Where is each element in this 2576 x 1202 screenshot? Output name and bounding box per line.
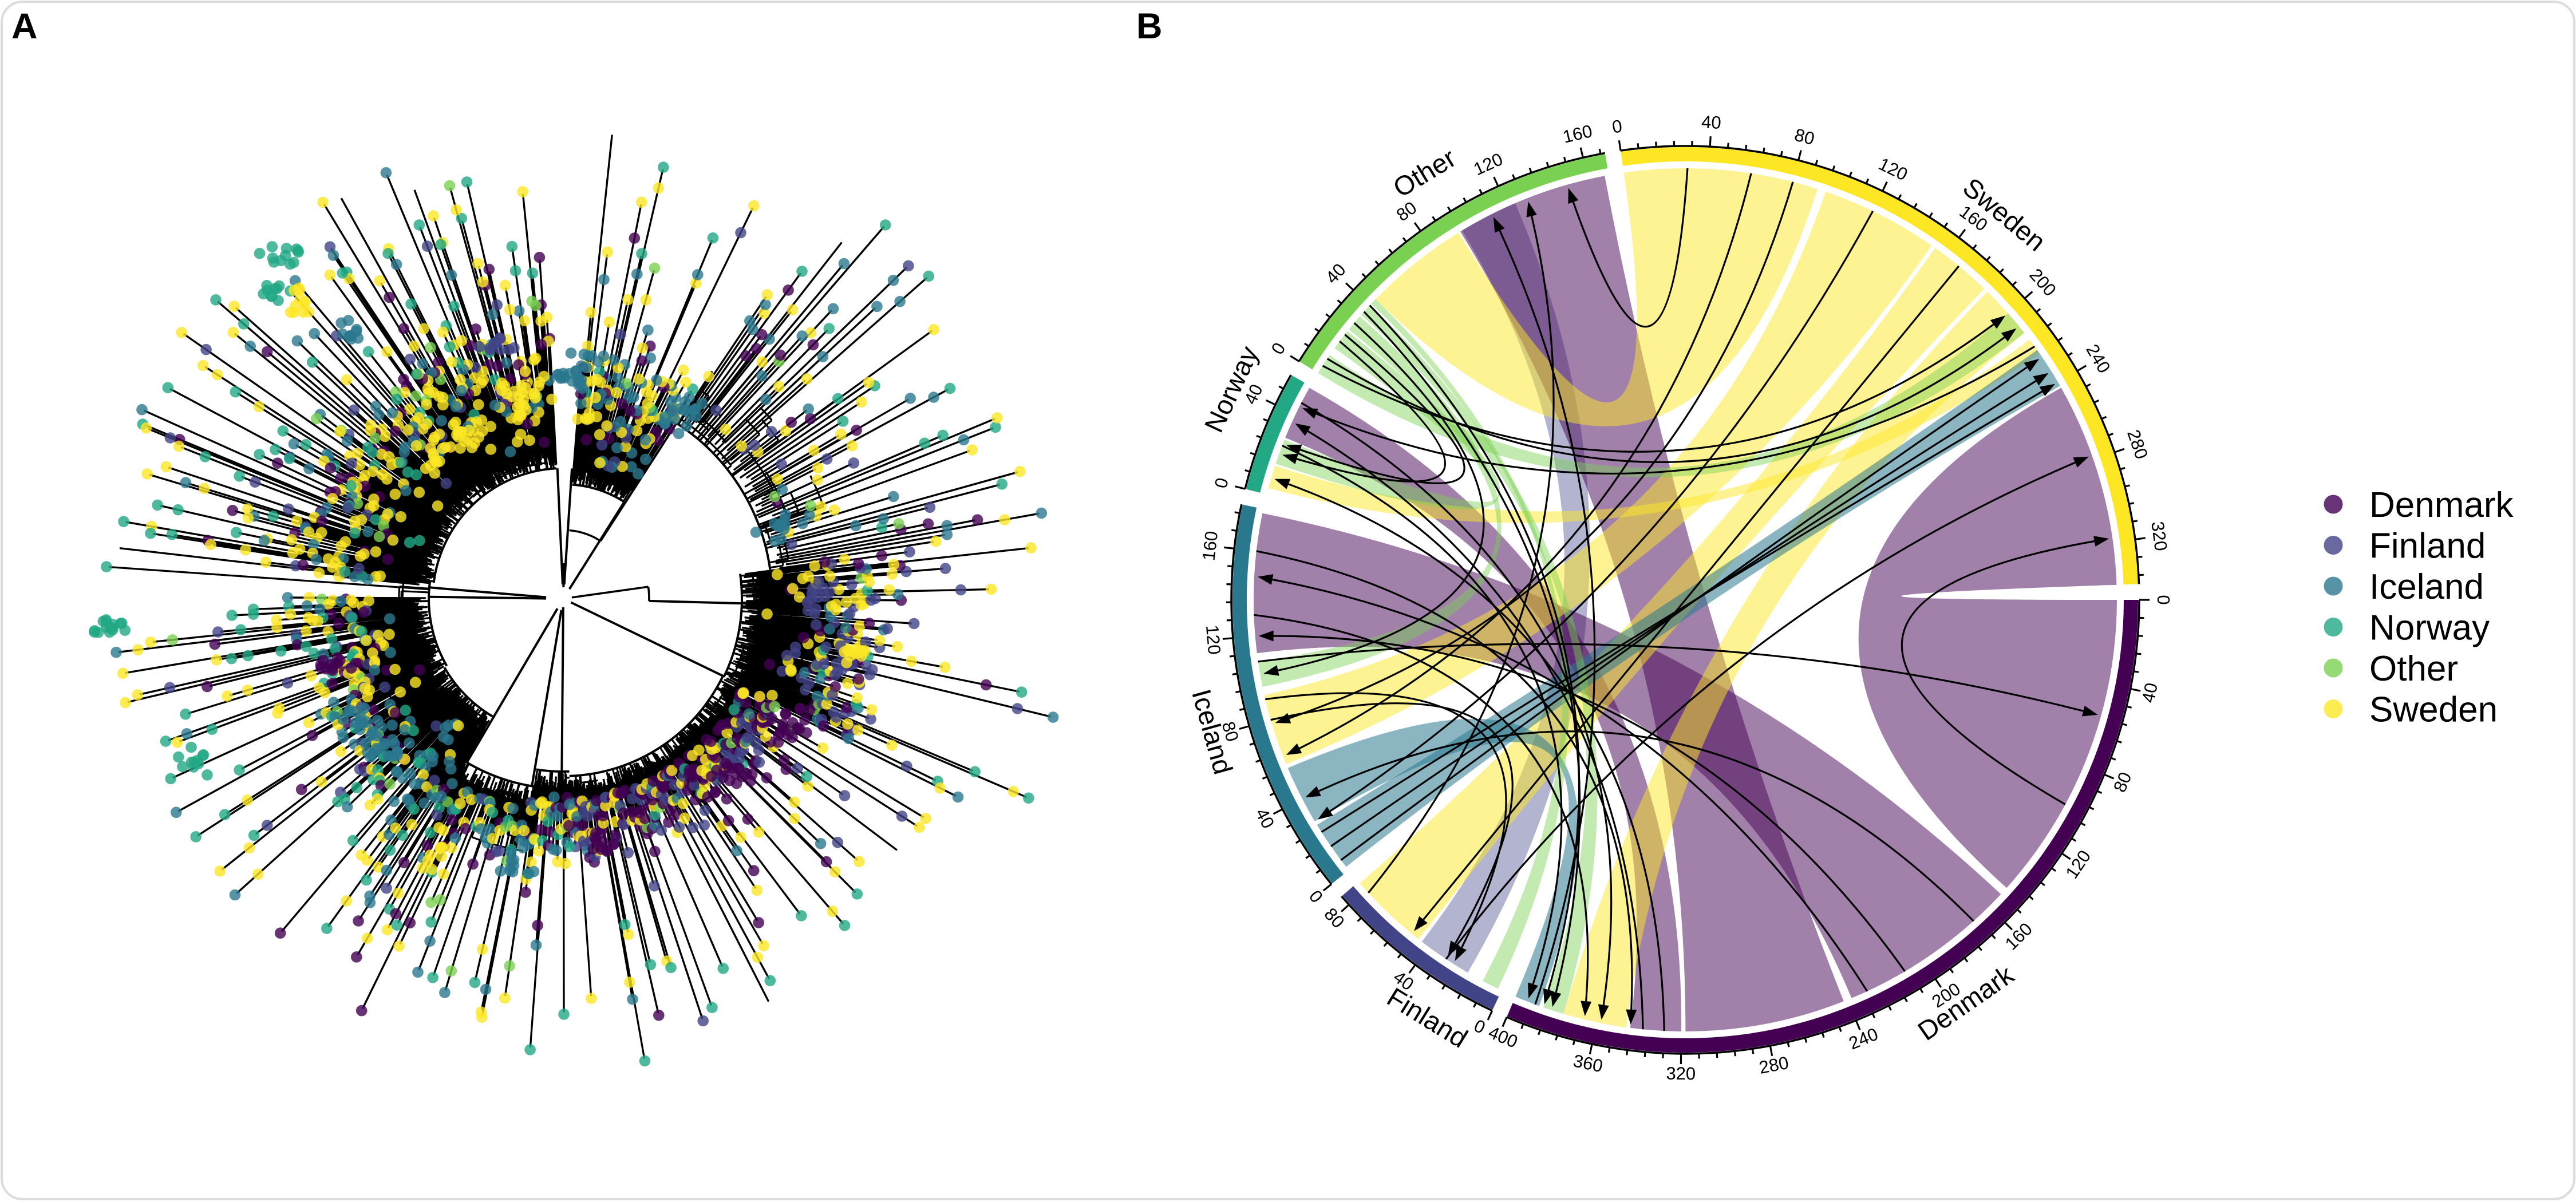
- svg-text:120: 120: [1202, 624, 1224, 655]
- svg-text:320: 320: [1666, 1063, 1696, 1084]
- svg-text:0: 0: [1611, 116, 1623, 137]
- svg-text:Sweden: Sweden: [2369, 690, 2498, 730]
- svg-text:Iceland: Iceland: [2369, 567, 2484, 607]
- svg-text:160: 160: [1199, 530, 1222, 562]
- svg-text:Other: Other: [2369, 649, 2458, 689]
- svg-text:Finland: Finland: [2369, 527, 2486, 566]
- svg-text:Denmark: Denmark: [2369, 485, 2514, 525]
- svg-text:A: A: [11, 6, 38, 46]
- svg-text:0: 0: [2154, 595, 2174, 604]
- svg-text:320: 320: [2147, 520, 2171, 552]
- svg-text:B: B: [1136, 6, 1163, 46]
- svg-text:40: 40: [1701, 112, 1721, 133]
- svg-text:80: 80: [1792, 125, 1816, 149]
- svg-text:40: 40: [2138, 681, 2162, 705]
- svg-text:Norway: Norway: [2369, 608, 2490, 648]
